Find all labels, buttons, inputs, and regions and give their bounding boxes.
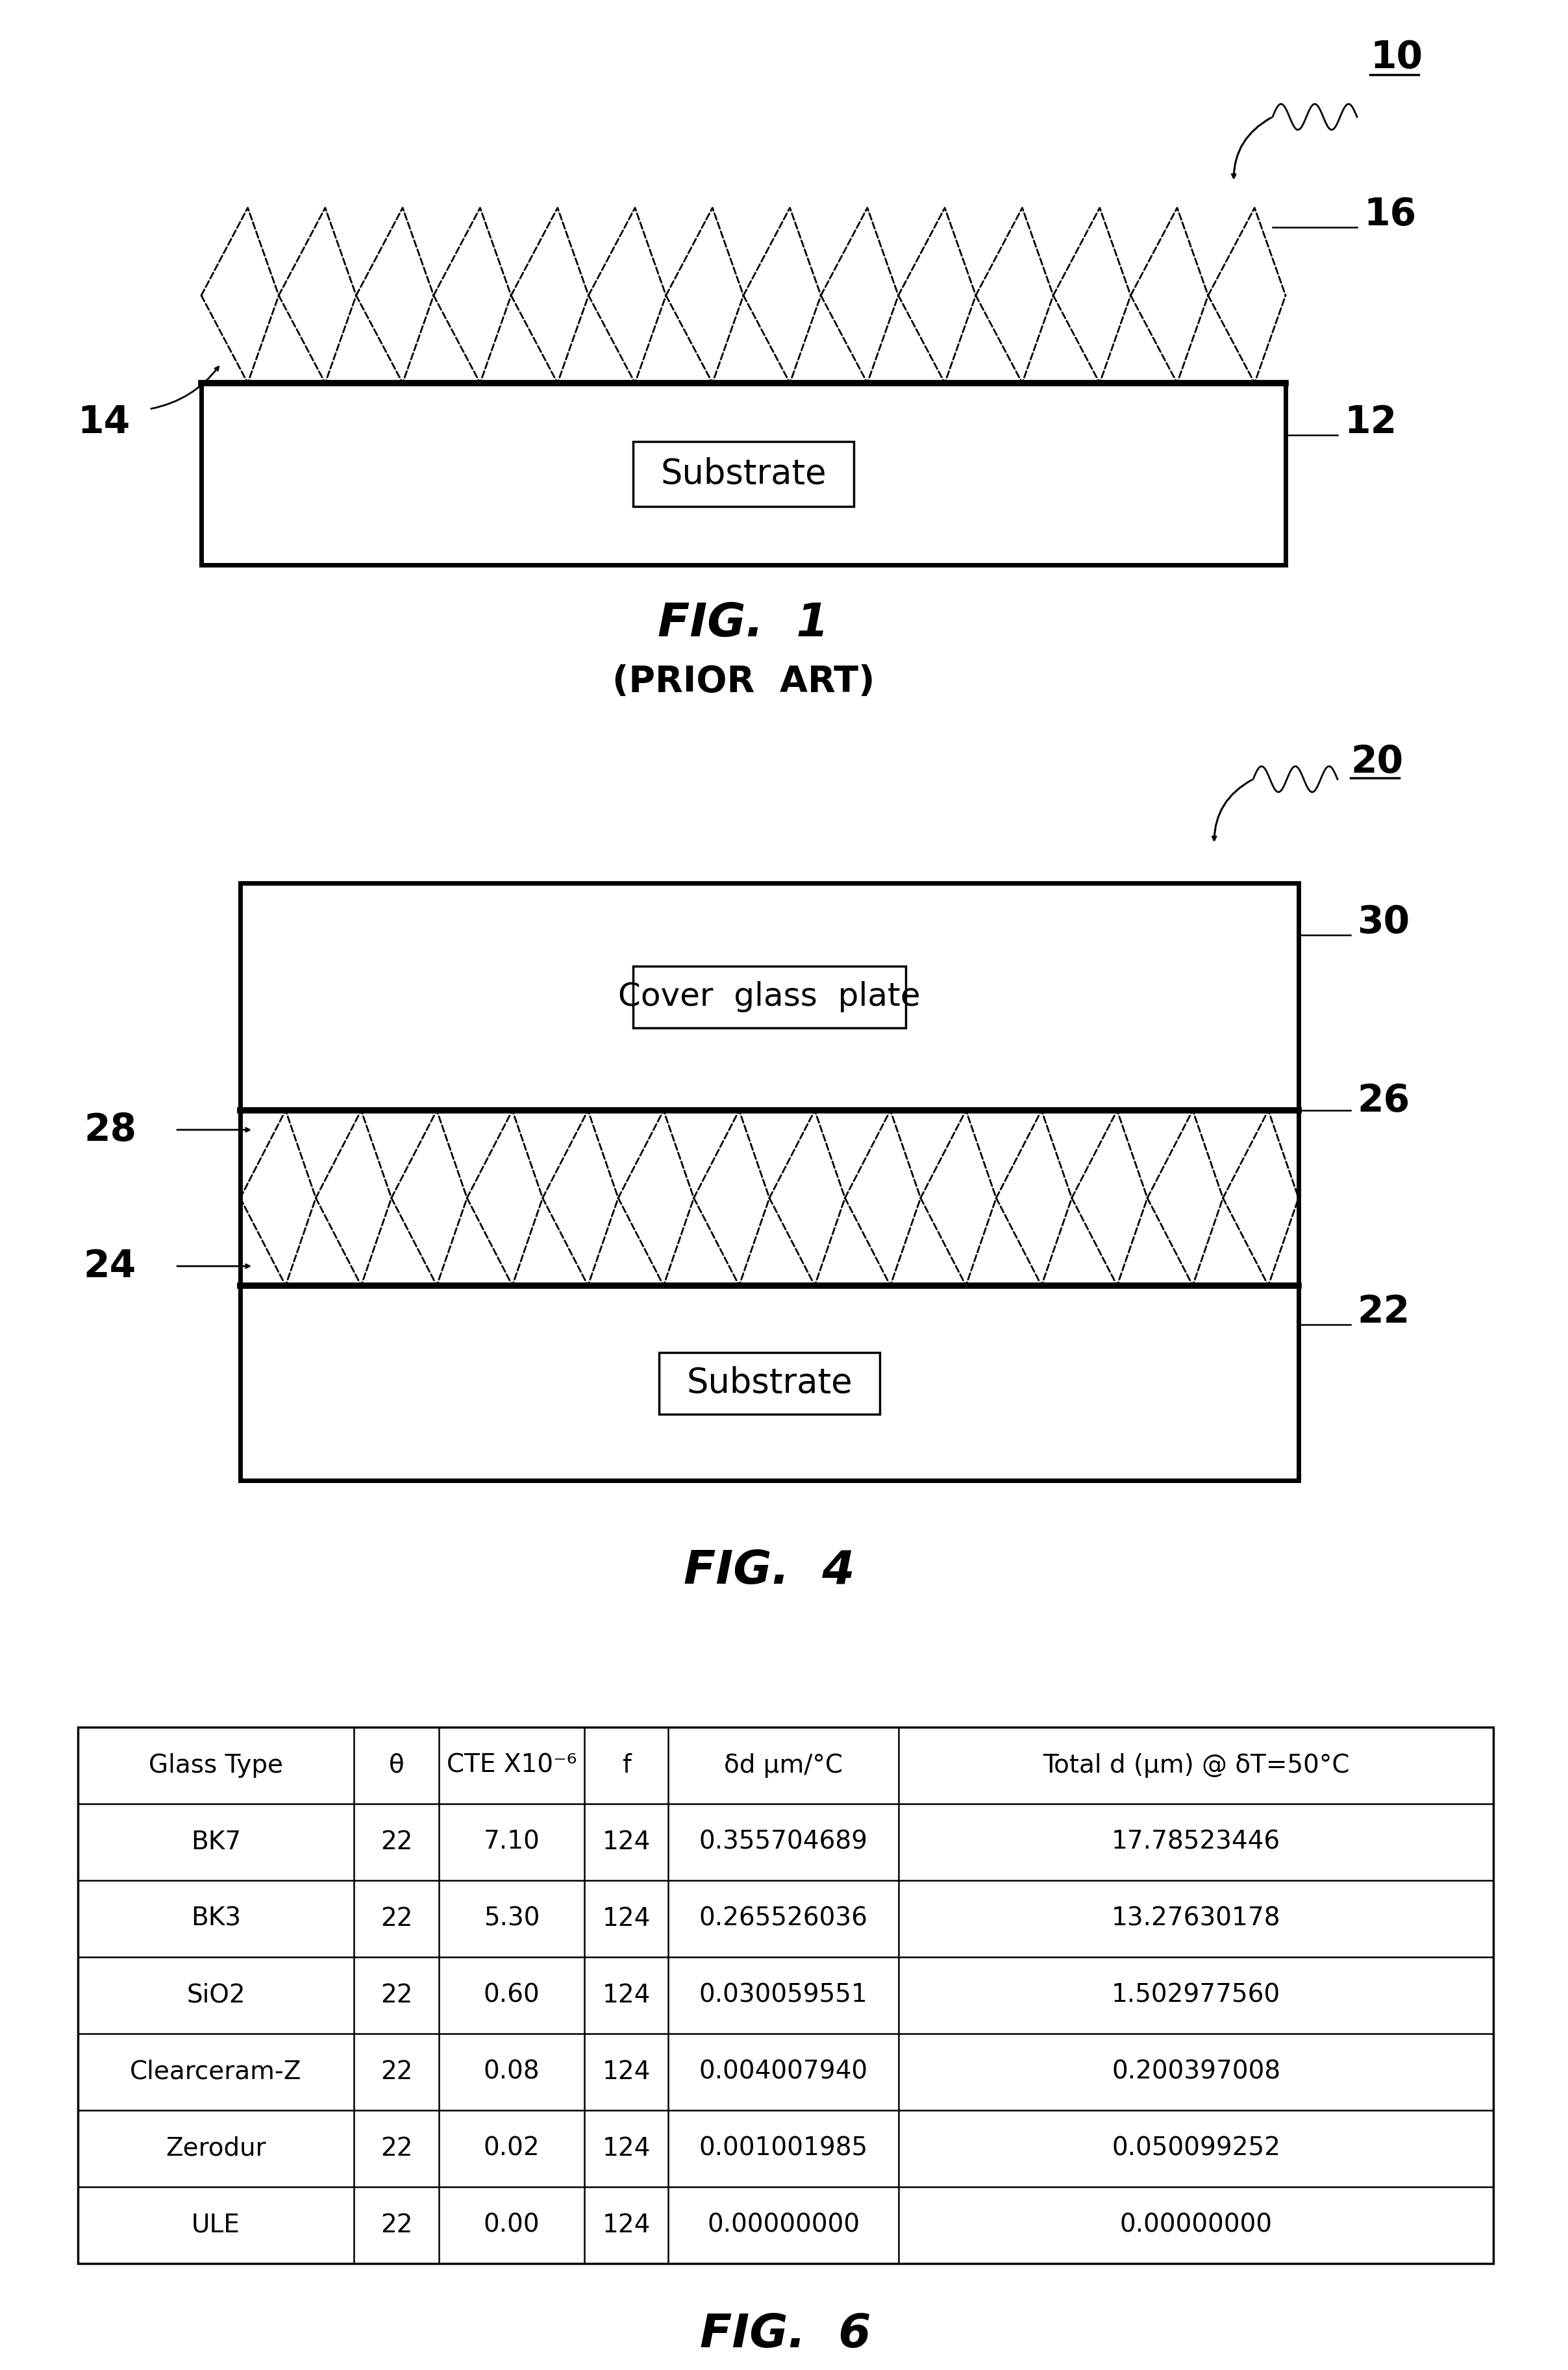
- Text: 124: 124: [602, 2135, 651, 2161]
- Bar: [659, 1353, 880, 1415]
- Text: 17.78523446: 17.78523446: [1112, 1830, 1281, 1853]
- Text: 22: 22: [1356, 1294, 1410, 1330]
- Text: 124: 124: [602, 2214, 651, 2237]
- Text: CTE X10⁻⁶: CTE X10⁻⁶: [447, 1754, 577, 1778]
- Text: Substrate: Substrate: [660, 457, 826, 491]
- Text: Substrate: Substrate: [687, 1365, 853, 1401]
- Bar: [633, 967, 906, 1029]
- Text: Cover  glass  plate: Cover glass plate: [618, 981, 920, 1012]
- Text: δd μm/°C: δd μm/°C: [724, 1754, 844, 1778]
- Text: Zerodur: Zerodur: [166, 2135, 267, 2161]
- Text: 0.08: 0.08: [483, 2060, 539, 2083]
- Text: 22: 22: [381, 2135, 412, 2161]
- Text: FIG.  4: FIG. 4: [684, 1550, 855, 1593]
- Text: 22: 22: [381, 1830, 412, 1853]
- Text: 124: 124: [602, 1830, 651, 1853]
- Text: 0.030059551: 0.030059551: [699, 1984, 867, 2007]
- Text: θ: θ: [389, 1754, 405, 1778]
- Text: f: f: [622, 1754, 630, 1778]
- Text: 10: 10: [1370, 38, 1422, 76]
- Bar: [633, 441, 855, 507]
- Text: 0.050099252: 0.050099252: [1112, 2135, 1281, 2161]
- Text: SiO2: SiO2: [187, 1984, 245, 2007]
- Text: BK3: BK3: [191, 1905, 241, 1932]
- Text: Clearceram-Z: Clearceram-Z: [130, 2060, 301, 2083]
- Text: BK7: BK7: [191, 1830, 241, 1853]
- Text: 0.00: 0.00: [483, 2214, 539, 2237]
- Text: 124: 124: [602, 1905, 651, 1932]
- Text: 0.60: 0.60: [483, 1984, 539, 2007]
- Text: 0.00000000: 0.00000000: [1120, 2214, 1272, 2237]
- Text: FIG.  1: FIG. 1: [659, 602, 829, 645]
- Text: (PRIOR  ART): (PRIOR ART): [612, 664, 875, 699]
- Text: 22: 22: [381, 2214, 412, 2237]
- Text: 1.502977560: 1.502977560: [1112, 1984, 1281, 2007]
- Bar: [201, 384, 1286, 564]
- Text: 30: 30: [1356, 903, 1410, 941]
- Text: FIG.  6: FIG. 6: [699, 2313, 872, 2358]
- Text: 0.001001985: 0.001001985: [699, 2135, 869, 2161]
- Text: 124: 124: [602, 2060, 651, 2083]
- Text: 26: 26: [1356, 1083, 1410, 1119]
- Text: 0.265526036: 0.265526036: [699, 1905, 869, 1932]
- Text: 22: 22: [381, 1905, 412, 1932]
- Bar: [240, 884, 1298, 1481]
- Text: 0.02: 0.02: [483, 2135, 539, 2161]
- Text: Glass Type: Glass Type: [149, 1754, 284, 1778]
- Text: 0.200397008: 0.200397008: [1112, 2060, 1281, 2083]
- Text: 12: 12: [1344, 403, 1397, 441]
- Text: 0.00000000: 0.00000000: [707, 2214, 859, 2237]
- Text: 124: 124: [602, 1984, 651, 2007]
- Text: 0.004007940: 0.004007940: [699, 2060, 869, 2083]
- Text: 5.30: 5.30: [483, 1905, 539, 1932]
- Bar: [78, 1728, 1493, 2263]
- Text: Total d (μm) @ δT=50°C: Total d (μm) @ δT=50°C: [1043, 1754, 1350, 1778]
- Text: 0.355704689: 0.355704689: [699, 1830, 869, 1853]
- Text: 16: 16: [1364, 197, 1416, 232]
- Text: 14: 14: [77, 403, 130, 441]
- Text: 24: 24: [83, 1247, 136, 1285]
- Text: 28: 28: [83, 1112, 136, 1149]
- Text: 20: 20: [1350, 744, 1403, 780]
- Text: 22: 22: [381, 2060, 412, 2083]
- Text: 13.27630178: 13.27630178: [1112, 1905, 1281, 1932]
- Text: ULE: ULE: [191, 2214, 240, 2237]
- Text: 22: 22: [381, 1984, 412, 2007]
- Text: 7.10: 7.10: [483, 1830, 539, 1853]
